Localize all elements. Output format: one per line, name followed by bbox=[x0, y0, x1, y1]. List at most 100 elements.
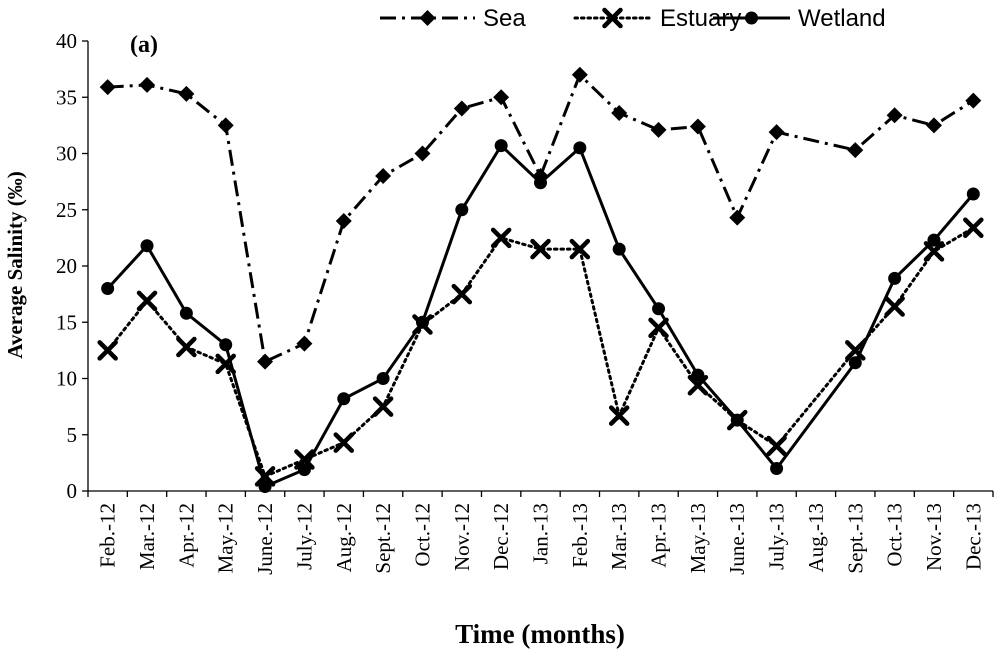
x-tick-label: Feb.-12 bbox=[96, 503, 120, 568]
y-tick-label: 20 bbox=[56, 254, 77, 278]
legend-item-wetland: Wetland bbox=[713, 5, 886, 32]
sea-point bbox=[768, 124, 785, 141]
series-layer bbox=[97, 66, 984, 493]
wetland-point bbox=[730, 413, 744, 427]
y-tick-label: 40 bbox=[56, 29, 77, 53]
wetland-point bbox=[888, 271, 902, 285]
legend-marker bbox=[745, 11, 758, 25]
sea-point bbox=[611, 105, 628, 121]
wetland-point bbox=[927, 233, 941, 247]
wetland-point bbox=[219, 338, 233, 352]
wetland-point bbox=[455, 203, 469, 217]
sea-point bbox=[571, 66, 588, 83]
series-sea bbox=[99, 66, 982, 370]
wetland-point bbox=[573, 141, 587, 155]
y-axis-title: Average Salinity (‰) bbox=[3, 171, 27, 358]
series-wetland bbox=[101, 139, 980, 493]
series-estuary bbox=[97, 217, 984, 487]
estuary-point bbox=[451, 283, 473, 305]
y-tick-label: 35 bbox=[56, 85, 77, 109]
x-tick-label: Sept.-13 bbox=[843, 503, 867, 574]
wetland-point bbox=[652, 302, 666, 316]
x-tick-label: July.-13 bbox=[765, 503, 789, 570]
x-tick-label: May.-12 bbox=[214, 503, 238, 573]
wetland-point bbox=[179, 306, 193, 320]
x-axis-title: Time (months) bbox=[455, 619, 625, 649]
estuary-point bbox=[766, 435, 787, 457]
sea-point bbox=[296, 335, 313, 352]
estuary-point bbox=[490, 227, 512, 249]
estuary-point bbox=[136, 290, 158, 312]
x-tick-label: Dec.-12 bbox=[489, 503, 513, 570]
sea-point bbox=[335, 213, 352, 229]
x-tick-label: Aug.-13 bbox=[804, 503, 828, 572]
x-tick-label: Oct.-12 bbox=[410, 503, 434, 567]
wetland-point bbox=[612, 242, 626, 256]
estuary-line bbox=[106, 226, 975, 479]
estuary-point bbox=[648, 317, 669, 339]
wetland-line bbox=[106, 143, 975, 489]
legend-marker bbox=[419, 10, 436, 26]
estuary-point bbox=[372, 396, 394, 417]
y-tick-label: 0 bbox=[67, 479, 78, 503]
x-tick-label: Apr.-13 bbox=[647, 503, 671, 568]
y-tick-label: 5 bbox=[67, 423, 78, 447]
wetland-point bbox=[297, 463, 311, 477]
wetland-point bbox=[101, 282, 115, 295]
x-tick-label: Nov.-12 bbox=[450, 503, 474, 571]
x-tick-label: Aug.-12 bbox=[332, 503, 356, 572]
sea-point bbox=[453, 100, 470, 117]
sea-point bbox=[689, 118, 706, 135]
x-tick-label: Mar.-12 bbox=[135, 503, 159, 570]
wetland-point bbox=[337, 392, 351, 406]
sea-point bbox=[847, 142, 864, 159]
sea-point bbox=[178, 85, 195, 102]
wetland-point bbox=[691, 368, 705, 382]
legend: Sea Estuary Wetland bbox=[380, 5, 886, 32]
x-tick-label: Dec.-13 bbox=[961, 503, 985, 570]
estuary-point bbox=[530, 238, 551, 260]
x-tick-label: Mar.-13 bbox=[607, 503, 631, 570]
x-tick-label: June.-12 bbox=[253, 503, 277, 575]
x-tick-label: June.-13 bbox=[725, 503, 749, 575]
x-tick-label: Apr.-12 bbox=[174, 503, 198, 568]
sea-line bbox=[107, 72, 975, 364]
legend-marker bbox=[602, 7, 623, 29]
legend-item-sea: Sea bbox=[380, 5, 526, 32]
estuary-point bbox=[97, 340, 118, 361]
wetland-point bbox=[140, 239, 154, 253]
estuary-point bbox=[294, 449, 315, 470]
y-tick-label: 30 bbox=[56, 142, 77, 166]
sea-point bbox=[139, 76, 156, 93]
x-tick-label: Oct.-13 bbox=[883, 503, 907, 567]
sea-point bbox=[729, 209, 746, 226]
axes: 0 5 10 15 20 25 30 35 40 Feb.-12 Mar.-12 Apr.-12 May… bbox=[56, 29, 994, 575]
wetland-point bbox=[415, 315, 429, 329]
estuary-point bbox=[569, 238, 591, 260]
estuary-point bbox=[963, 217, 984, 238]
estuary-point bbox=[333, 432, 355, 453]
wetland-point bbox=[966, 187, 980, 201]
wetland-point bbox=[376, 372, 390, 385]
wetland-point bbox=[494, 139, 508, 153]
sea-point bbox=[375, 168, 392, 184]
x-tick-label: Feb.-13 bbox=[568, 503, 592, 568]
sea-point bbox=[217, 117, 234, 134]
y-tick-label: 25 bbox=[56, 198, 77, 222]
sea-point bbox=[257, 353, 274, 370]
estuary-point bbox=[884, 296, 905, 317]
estuary-point bbox=[845, 340, 866, 361]
sea-point bbox=[886, 107, 903, 124]
sea-point bbox=[99, 79, 116, 96]
wetland-point bbox=[848, 356, 862, 370]
estuary-point bbox=[608, 405, 630, 426]
sea-point bbox=[650, 121, 667, 138]
x-tick-label: July.-12 bbox=[292, 503, 316, 570]
estuary-point bbox=[176, 336, 197, 358]
wetland-point bbox=[258, 480, 272, 493]
sea-point bbox=[414, 145, 431, 162]
legend-label: Sea bbox=[483, 5, 526, 32]
x-tick-label: Sept.-12 bbox=[371, 503, 395, 574]
x-tick-label: Nov.-13 bbox=[922, 503, 946, 571]
